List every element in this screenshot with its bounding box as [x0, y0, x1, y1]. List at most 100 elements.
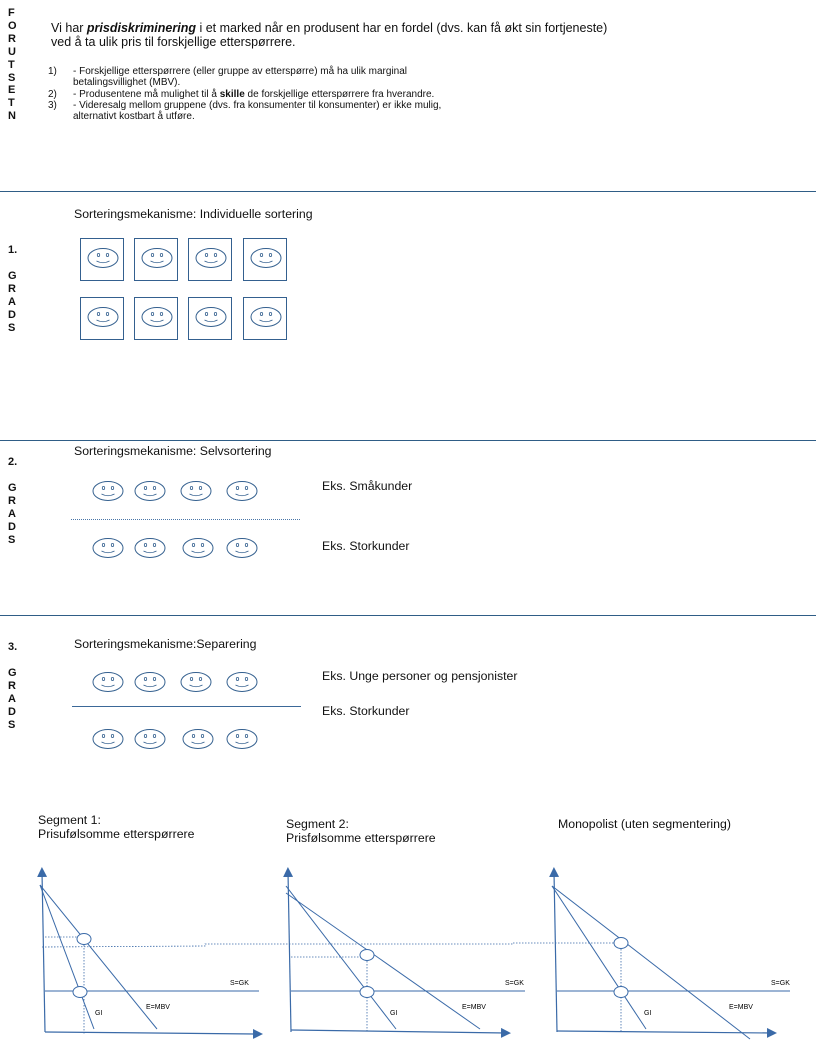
- condition-1-cont: betalingsvillighet (MBV).: [73, 77, 181, 88]
- grad1-number: 1.: [8, 244, 18, 256]
- grads-letter: R: [8, 282, 16, 295]
- customer-box: [243, 238, 287, 281]
- graph3-mc-point: [613, 986, 629, 998]
- smiley-face-icon: [134, 538, 166, 558]
- divider-2: [0, 440, 816, 441]
- grads-letter: G: [8, 482, 17, 494]
- smiley-face-icon: [226, 729, 258, 749]
- segment1-line2: Prisufølsomme etterspørrere: [38, 827, 195, 841]
- condition-2-text: - Produsentene må mulighet til å skille …: [73, 89, 434, 100]
- grads-letter: S: [8, 321, 16, 334]
- graph3-embv-label: E=MBV: [729, 1004, 753, 1011]
- forutsetn-letter: F: [8, 7, 15, 19]
- condition-2-post: de forskjellige etterspørrere fra hveran…: [244, 89, 435, 100]
- grads-letter: G: [8, 667, 17, 679]
- section3-solid-separator: [72, 706, 301, 707]
- grad3-number: 3.: [8, 641, 18, 653]
- forutsetn-letter: N: [8, 110, 16, 123]
- graph2-mr-line: [285, 885, 397, 1030]
- forutsetn-letter: T: [8, 58, 15, 71]
- graph1-demand-line: [39, 884, 158, 1030]
- smiley-face-icon: [134, 481, 166, 501]
- segment2-title: Segment 2: Prisfølsomme etterspørrere: [286, 817, 436, 845]
- customer-box: [243, 297, 287, 340]
- condition-1-number: 1): [48, 66, 57, 77]
- forutsetn-letter: E: [8, 84, 16, 97]
- smiley-face-icon: [195, 307, 227, 327]
- section2-dotted-separator: [71, 519, 300, 520]
- forutsetn-letter: S: [8, 71, 16, 84]
- customer-box: [188, 238, 232, 281]
- grad2-number: 2.: [8, 456, 18, 468]
- segment1-title: Segment 1: Prisufølsomme etterspørrere: [38, 813, 194, 841]
- graph1-x-axis: [44, 1028, 263, 1039]
- graph2-price-point: [359, 949, 375, 961]
- graph1-embv-label: E=MBV: [146, 1004, 170, 1011]
- smiley-face-icon: [134, 729, 166, 749]
- forutsetn-letter: T: [8, 97, 15, 110]
- forutsetn-letter: O: [8, 19, 17, 32]
- graph3-mr-line: [551, 885, 647, 1030]
- grads-letter: S: [8, 718, 16, 731]
- graph2-embv-label: E=MBV: [462, 1004, 486, 1011]
- grads-letter: R: [8, 679, 16, 692]
- graph2-mc-point: [359, 986, 375, 998]
- grads-letter: R: [8, 494, 16, 507]
- condition-3-text: - Videresalg mellom gruppene (dvs. fra k…: [73, 100, 442, 111]
- smiley-face-icon: [92, 729, 124, 749]
- graph3-price-point: [613, 937, 629, 949]
- smiley-face-icon: [87, 248, 119, 268]
- grads-letter: A: [8, 692, 16, 705]
- divider-3: [0, 615, 816, 616]
- intro-pre: Vi har: [51, 21, 87, 35]
- grads-letter: D: [8, 308, 16, 321]
- graph1-sgk-label: S=GK: [230, 980, 249, 987]
- graph1-mr-line: [39, 884, 95, 1030]
- customer-box: [188, 297, 232, 340]
- graph1-gi-label: GI: [95, 1010, 102, 1017]
- section3-title: Sorteringsmekanisme:Separering: [74, 637, 257, 651]
- segment3-title: Monopolist (uten segmentering): [558, 817, 731, 831]
- smiley-face-icon: [134, 672, 166, 692]
- section2-eks-bottom: Eks. Storkunder: [322, 539, 410, 553]
- graph1-mc-point: [72, 986, 88, 998]
- intro-term: prisdiskriminering: [86, 21, 196, 35]
- conditions-list: 1) - Forskjellige etterspørrere (eller g…: [48, 66, 548, 126]
- section2-title: Sorteringsmekanisme: Selvsortering: [74, 444, 272, 458]
- smiley-face-icon: [87, 307, 119, 327]
- condition-2-bold: skille: [219, 89, 245, 100]
- intro-line2: ved å ta ulik pris til forskjellige ette…: [51, 35, 296, 49]
- grads-letter: D: [8, 705, 16, 718]
- smiley-face-icon: [226, 538, 258, 558]
- smiley-face-icon: [92, 538, 124, 558]
- smiley-face-icon: [226, 672, 258, 692]
- graph-monopolist: S=GK GI E=MBV: [549, 867, 790, 1040]
- section3-eks-top: Eks. Unge personer og pensjonister: [322, 669, 518, 683]
- smiley-face-icon: [250, 248, 282, 268]
- graph3-y-axis: [549, 867, 560, 1033]
- segment2-line2: Prisfølsomme etterspørrere: [286, 831, 436, 845]
- smiley-face-icon: [92, 672, 124, 692]
- graph3-demand-line: [551, 885, 751, 1040]
- smiley-face-icon: [182, 538, 214, 558]
- condition-2-pre: - Produsentene må mulighet til å: [73, 89, 220, 100]
- smiley-face-icon: [92, 481, 124, 501]
- graph2-x-axis: [290, 1027, 511, 1038]
- graph3-x-axis: [556, 1027, 777, 1038]
- forutsetn-letter: R: [8, 32, 16, 45]
- divider-1: [0, 191, 816, 192]
- segment2-line1: Segment 2:: [286, 817, 349, 831]
- graph2-sgk-label: S=GK: [505, 980, 524, 987]
- segment1-line1: Segment 1:: [38, 813, 101, 827]
- smiley-face-icon: [182, 729, 214, 749]
- graph-segment2: S=GK GI E=MBV: [283, 867, 525, 1038]
- condition-3-cont: alternativt kostbart å utføre.: [73, 111, 195, 122]
- forutsetn-letter: U: [8, 45, 16, 58]
- customer-box: [80, 238, 124, 281]
- smiley-face-icon: [141, 248, 173, 268]
- section2-eks-top: Eks. Småkunder: [322, 479, 413, 493]
- smiley-face-icon: [141, 307, 173, 327]
- cross-graph-price-dotted: [41, 942, 614, 948]
- condition-3-number: 3): [48, 100, 57, 111]
